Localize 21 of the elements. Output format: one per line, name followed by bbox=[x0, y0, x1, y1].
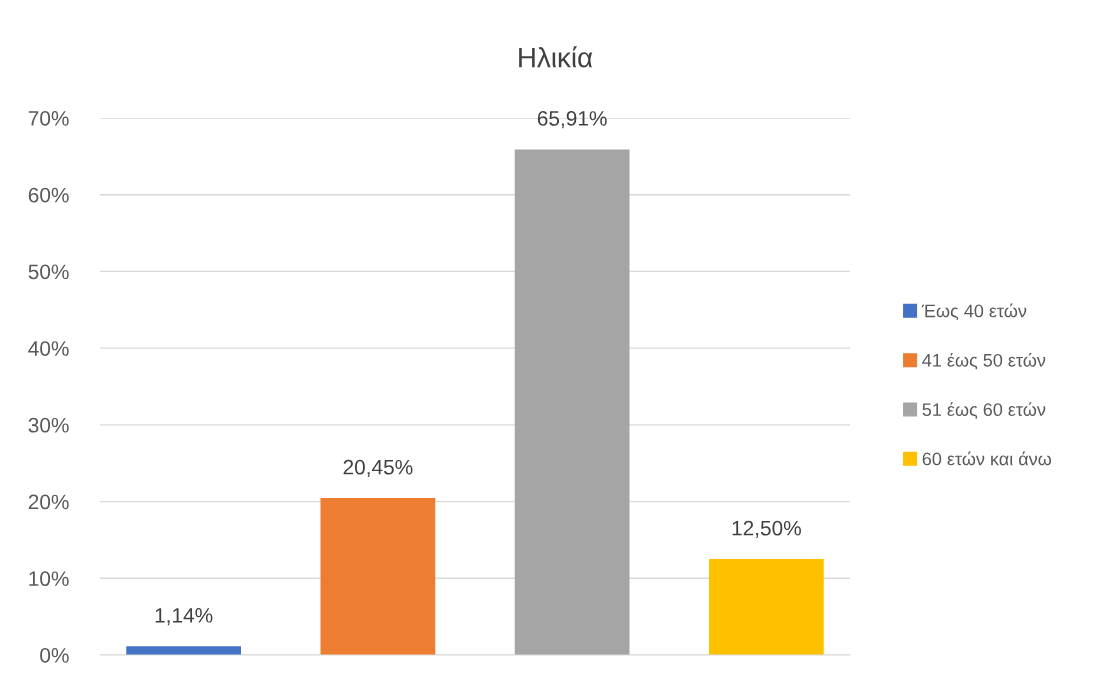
legend-label: Έως 40 ετών bbox=[921, 303, 1027, 321]
bar bbox=[126, 646, 241, 655]
y-tick-label: 30% bbox=[28, 417, 69, 433]
bar bbox=[514, 149, 630, 655]
y-tick-label: 40% bbox=[28, 341, 69, 356]
bar bbox=[320, 498, 436, 655]
data-label: 65,91% bbox=[537, 111, 607, 129]
chart-title: Ηλικία bbox=[519, 46, 593, 68]
data-label: 12,50% bbox=[732, 520, 801, 539]
legend-label: 60 ετών και άνω bbox=[922, 451, 1052, 466]
legend-label: 51 έως 60 ετών bbox=[922, 402, 1046, 419]
y-tick-label: 70% bbox=[28, 111, 69, 126]
legend-label: 41 έως 50 ετών bbox=[922, 352, 1046, 370]
y-tick-label: 20% bbox=[28, 494, 69, 510]
y-tick-label: 10% bbox=[29, 571, 69, 587]
data-label: 1,14% bbox=[155, 608, 213, 626]
y-tick-label: 50% bbox=[28, 264, 69, 280]
y-tick-label: 0% bbox=[40, 648, 69, 663]
data-label: 20,45% bbox=[343, 459, 413, 478]
bar bbox=[709, 559, 824, 655]
y-tick-label: 60% bbox=[28, 187, 69, 203]
